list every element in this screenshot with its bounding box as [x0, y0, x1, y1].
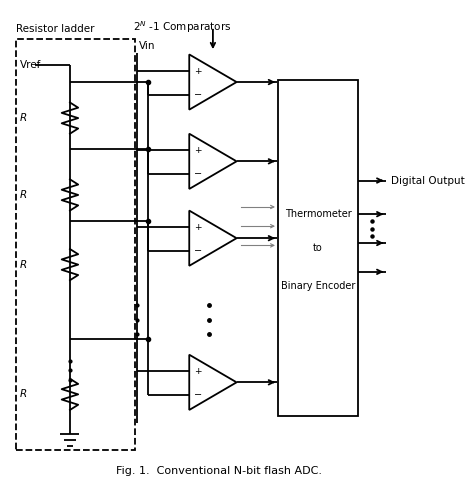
- Text: −: −: [194, 246, 202, 256]
- Text: +: +: [194, 223, 202, 232]
- Text: Digital Output: Digital Output: [391, 175, 465, 186]
- Text: Vref: Vref: [20, 60, 42, 70]
- Text: $2^N$ -1 Comparators: $2^N$ -1 Comparators: [133, 19, 231, 35]
- Text: R: R: [19, 260, 27, 270]
- Text: R: R: [19, 190, 27, 200]
- Text: +: +: [194, 367, 202, 376]
- Text: −: −: [194, 90, 202, 100]
- Text: −: −: [194, 390, 202, 400]
- Text: +: +: [194, 67, 202, 75]
- Text: Vin: Vin: [139, 41, 156, 51]
- Bar: [278, 80, 358, 416]
- Text: R: R: [19, 113, 27, 123]
- Text: Resistor ladder: Resistor ladder: [16, 24, 94, 34]
- Text: R: R: [19, 389, 27, 399]
- Text: Binary Encoder: Binary Encoder: [281, 281, 355, 291]
- Bar: [16, 39, 135, 450]
- Text: to: to: [313, 243, 323, 253]
- Text: +: +: [194, 146, 202, 155]
- Text: Fig. 1.  Conventional N-bit flash ADC.: Fig. 1. Conventional N-bit flash ADC.: [117, 466, 322, 476]
- Text: Thermometer: Thermometer: [284, 209, 351, 219]
- Text: −: −: [194, 169, 202, 179]
